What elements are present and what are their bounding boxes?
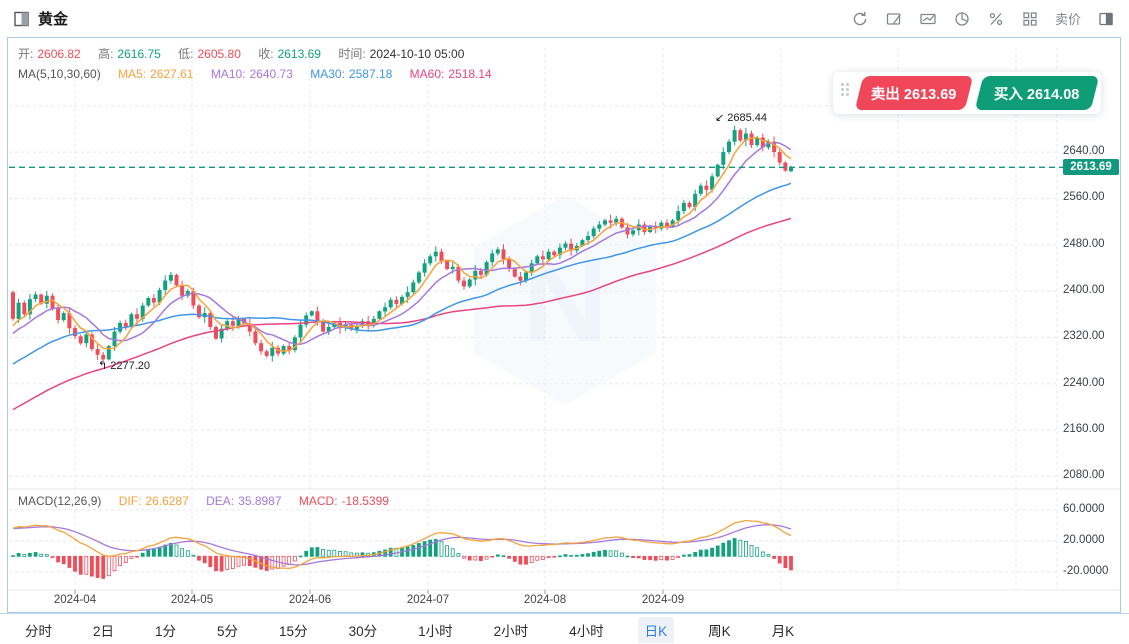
timeframe-日K[interactable]: 日K [637, 616, 675, 643]
low-value: 2605.80 [197, 47, 241, 61]
high-annotation-value: 2685.44 [727, 112, 767, 124]
pie-chart-icon[interactable] [953, 10, 971, 28]
timeframe-15分[interactable]: 15分 [279, 623, 308, 639]
timeframe-1分[interactable]: 1分 [155, 623, 177, 639]
arrow-down-left-icon: ↙ [715, 112, 725, 124]
timeframe-分时[interactable]: 分时 [25, 623, 52, 639]
timeframe-4小时[interactable]: 4小时 [569, 623, 604, 639]
ma10-value: 2640.73 [249, 67, 293, 81]
dea-label: DEA: [206, 494, 235, 508]
ma-group-label: MA(5,10,30,60) [18, 67, 101, 81]
macd-label: MACD: [298, 494, 338, 508]
ohlc-row: 开: 2606.82 高: 2616.75 低: 2605.80 收: 2613.69 … [18, 45, 464, 62]
timeframe-月K[interactable]: 月K [771, 623, 795, 639]
high-label: 高: [98, 47, 114, 61]
timeframe-1小时[interactable]: 1小时 [418, 623, 453, 639]
date-axis-label: 2024-08 [523, 594, 567, 606]
price-axis-label: 2080.00 [1063, 469, 1105, 481]
high-annotation: ↙ 2685.44 [715, 111, 767, 124]
ma30-value: 2587.18 [348, 67, 393, 81]
chart-canvas[interactable]: N 开: 2606.82 高: 2616.75 低: 2605.80 收: 2613.6… [7, 37, 1121, 613]
low-annotation-value: 2277.20 [110, 360, 150, 372]
dif-label: DIF: [118, 494, 142, 508]
price-axis-label: 2400.00 [1063, 284, 1105, 296]
grid-layout-icon[interactable] [1021, 10, 1039, 28]
date-axis-label: 2024-09 [641, 594, 685, 606]
symbol-icon [14, 11, 30, 27]
timeframe-2日[interactable]: 2日 [93, 623, 115, 639]
buy-button-price: 2614.08 [1027, 86, 1080, 103]
time-value: 2024-10-10 05:00 [369, 47, 465, 61]
price-axis-label: 2640.00 [1063, 145, 1105, 157]
timeframe-2小时[interactable]: 2小时 [493, 623, 529, 639]
ma60-label: MA60: [409, 67, 445, 81]
ma-row: MA(5,10,30,60) MA5: 2627.61 MA10: 2640.73 … [18, 67, 492, 81]
dea-value: 35.8987 [238, 494, 282, 508]
close-value: 2613.69 [277, 47, 321, 61]
dif-value: 26.6287 [145, 494, 189, 508]
ma10-label: MA10: [210, 67, 246, 81]
close-label: 收: [258, 47, 274, 61]
high-value: 2616.75 [117, 47, 161, 61]
candlestick-chart[interactable]: N [8, 38, 1120, 612]
sell-button-price: 2613.69 [904, 86, 957, 103]
macd-axis-label: 20.0000 [1063, 534, 1105, 546]
buy-button-label: 买入 [994, 86, 1024, 103]
price-axis-label: 2320.00 [1063, 330, 1105, 342]
sell-button-label: 卖出 [871, 86, 901, 103]
macd-axis-label: -20.0000 [1063, 565, 1109, 577]
open-value: 2606.82 [37, 47, 81, 61]
ma60-value: 2518.14 [448, 67, 492, 81]
sell-price-toggle[interactable]: 卖价 [1054, 12, 1081, 27]
price-axis-label: 2480.00 [1063, 238, 1105, 250]
percent-icon[interactable] [987, 10, 1005, 28]
timeframe-5分[interactable]: 5分 [217, 623, 239, 639]
draw-icon[interactable] [885, 10, 903, 28]
watermark-logo: N [474, 195, 656, 405]
low-annotation: ↰ 2277.20 [98, 359, 150, 372]
arrow-up-left-icon: ↰ [98, 360, 108, 372]
svg-text:N: N [522, 235, 607, 367]
time-label: 时间: [338, 47, 366, 61]
refresh-icon[interactable] [851, 10, 869, 28]
panel-toggle-icon[interactable] [1097, 10, 1115, 28]
chart-annotation-icon[interactable] [919, 10, 937, 28]
header: 黄金 卖价 [0, 0, 1129, 37]
date-axis-label: 2024-05 [170, 594, 214, 606]
timeframe-30分[interactable]: 30分 [348, 623, 378, 639]
macd-row: MACD(12,26,9) DIF: 26.6287 DEA: 35.8987 MA… [18, 494, 389, 508]
macd-group-label: MACD(12,26,9) [18, 494, 102, 508]
ma5-label: MA5: [118, 67, 147, 81]
timeframe-bar: 分时 2日 1分 5分 15分 30分 1小时 2小时 4小时 日K 周K 月K [0, 613, 1129, 644]
macd-value: -18.5399 [341, 494, 389, 508]
low-label: 低: [178, 47, 194, 61]
price-axis-label: 2240.00 [1063, 377, 1105, 389]
price-axis-label: 2160.00 [1063, 423, 1105, 435]
drag-handle[interactable] [841, 83, 851, 103]
sell-button[interactable]: 卖出 2613.69 [854, 76, 974, 110]
date-axis-label: 2024-04 [53, 594, 97, 606]
symbol-title: 黄金 [38, 11, 69, 28]
trade-panel: 卖出 2613.69 买入 2614.08 [833, 72, 1101, 114]
ma5-value: 2627.61 [150, 67, 194, 81]
header-toolbar: 卖价 [851, 9, 1129, 28]
date-axis-label: 2024-07 [406, 594, 450, 606]
price-axis-label: 2560.00 [1063, 191, 1105, 203]
buy-button[interactable]: 买入 2614.08 [974, 76, 1100, 110]
current-price-badge: 2613.69 [1063, 159, 1119, 175]
timeframe-周K[interactable]: 周K [708, 623, 731, 639]
open-label: 开: [18, 47, 34, 61]
date-axis-label: 2024-06 [288, 594, 332, 606]
ma30-label: MA30: [310, 67, 345, 81]
macd-axis-label: 60.0000 [1063, 503, 1105, 515]
